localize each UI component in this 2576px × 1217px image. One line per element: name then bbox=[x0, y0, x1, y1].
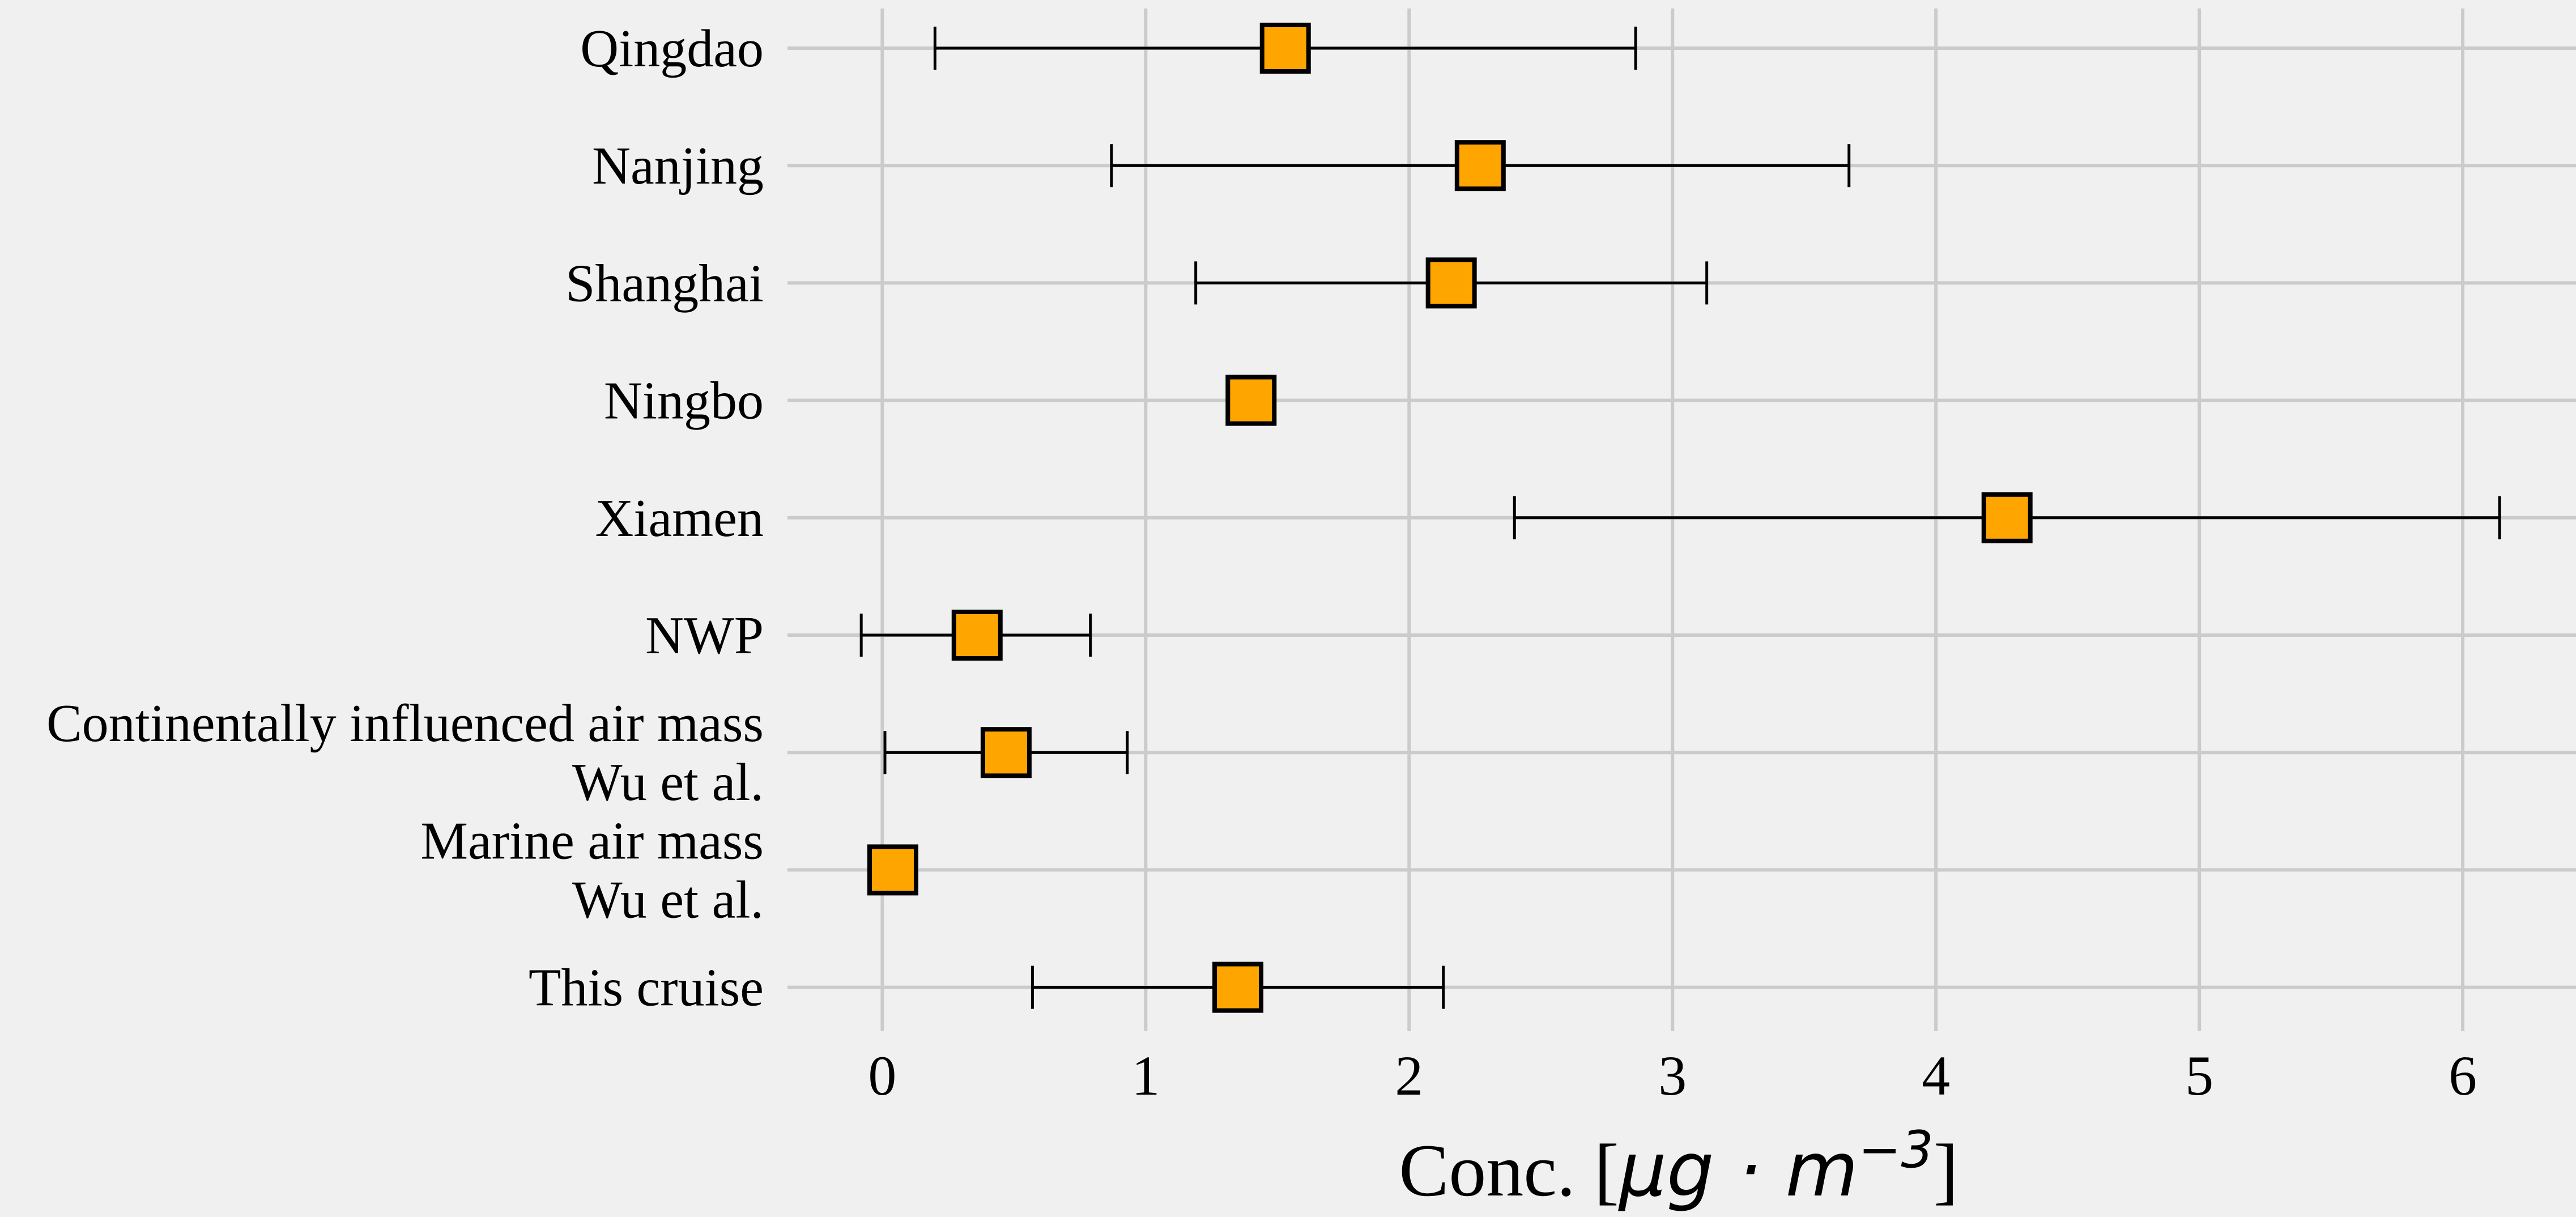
data-point-marker bbox=[1259, 23, 1311, 74]
category-labels: Qingdao Nanjing Shanghai Ningbo Xiamen NWP Con… bbox=[46, 19, 764, 1018]
x-tick-label: 1 bbox=[1131, 1044, 1160, 1107]
x-tick-labels: 0 1 2 3 4 5 6 bbox=[868, 1044, 2477, 1107]
category-label: Marine air mass bbox=[420, 811, 764, 870]
category-label: Xiamen bbox=[595, 489, 764, 548]
category-label: Wu et al. bbox=[572, 870, 764, 929]
x-tick-label: 0 bbox=[868, 1044, 896, 1107]
data-point-marker bbox=[1225, 375, 1277, 426]
data-point-marker bbox=[1981, 492, 2033, 543]
data-point-marker bbox=[1454, 140, 1506, 192]
category-label: Continentally influenced air mass bbox=[46, 694, 764, 753]
data-point-marker bbox=[867, 844, 918, 896]
x-tick-label: 4 bbox=[1922, 1044, 1950, 1107]
category-label: Wu et al. bbox=[572, 753, 764, 812]
data-markers bbox=[867, 23, 2033, 1013]
x-tick-label: 5 bbox=[2185, 1044, 2213, 1107]
data-point-marker bbox=[1425, 257, 1477, 309]
data-point-marker bbox=[951, 610, 1003, 661]
category-label: Ningbo bbox=[604, 372, 764, 431]
grid-lines bbox=[787, 8, 2576, 1031]
category-label: Qingdao bbox=[580, 19, 764, 78]
category-label: NWP bbox=[645, 606, 764, 665]
category-label: Nanjing bbox=[592, 137, 764, 195]
x-tick-label: 2 bbox=[1395, 1044, 1423, 1107]
category-label: This cruise bbox=[529, 959, 764, 1018]
x-tick-label: 6 bbox=[2449, 1044, 2477, 1107]
category-label: Shanghai bbox=[565, 254, 764, 313]
data-point-marker bbox=[980, 727, 1032, 778]
x-axis-title: Conc. [μg · m−3] bbox=[1399, 1120, 1958, 1214]
x-tick-label: 3 bbox=[1658, 1044, 1687, 1107]
data-point-marker bbox=[1212, 961, 1264, 1013]
